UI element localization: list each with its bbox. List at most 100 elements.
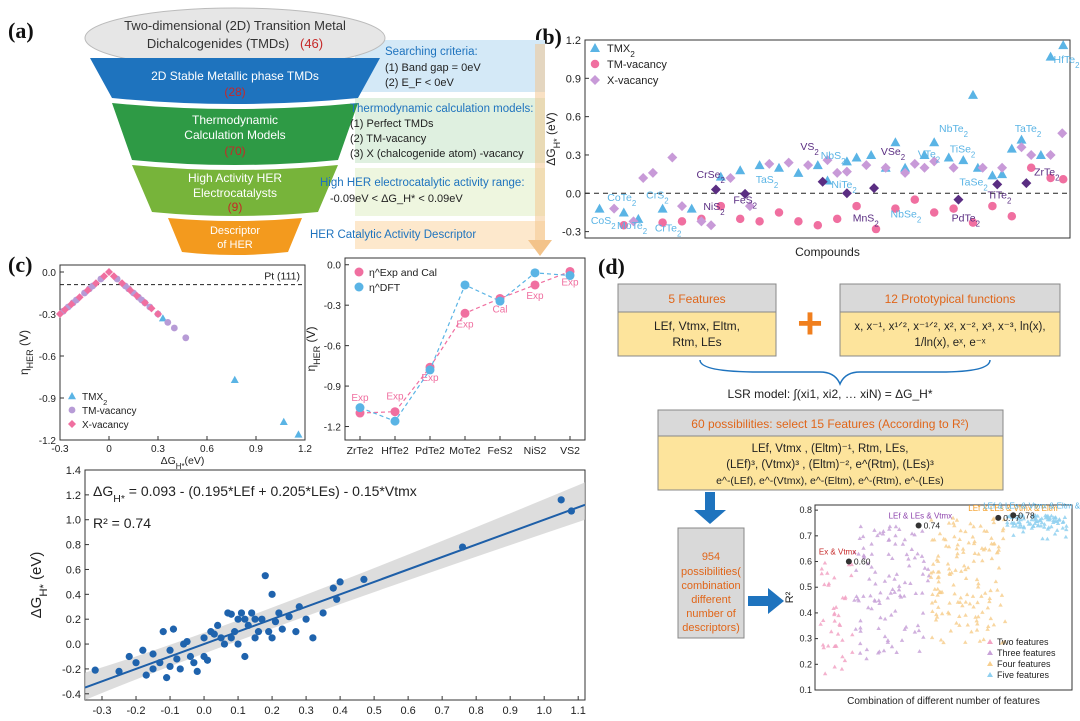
chart-d-point-2 <box>996 547 1001 552</box>
chart-d-point-2 <box>988 616 994 621</box>
chart-d-point-2 <box>957 614 962 618</box>
chart-d-point-1 <box>887 524 893 529</box>
chart-d-point-2 <box>928 575 934 579</box>
chart-b-point-x-vacancy <box>1057 128 1068 139</box>
chart-d-best-label: LEf & LEs & Vtmx & Eltm <box>968 504 1058 513</box>
plus-sign: + <box>797 299 823 348</box>
chart-b-point-tm-vacancy <box>774 208 784 217</box>
chart-d-point-1 <box>926 573 932 578</box>
chart-d-point-1 <box>885 638 891 642</box>
chart-d-point-2 <box>952 534 957 539</box>
chart-c3-point <box>193 667 201 676</box>
chart-c3: -0.3 -0.2 -0.1 0.0 0.1 0.2 0.3 0.4 0.5 0.6 0.7 0.8 0… <box>28 465 586 717</box>
chart-c3-point <box>217 634 225 642</box>
chart-c2-legend-marker <box>354 282 364 292</box>
chart-d-point-0 <box>842 658 848 663</box>
chart-d-point-2 <box>976 581 981 586</box>
chart-b-point-tm-vacancy <box>813 220 823 230</box>
box-954 <box>677 527 745 639</box>
chart-b-point-x-vacancy <box>1026 149 1037 160</box>
chart-d-point-2 <box>987 596 992 600</box>
chart-c2-xtick-label: MoTe2 <box>449 445 481 457</box>
chart-c3-point <box>203 656 212 664</box>
chart-c3-point <box>251 634 259 642</box>
chart-d-best-point <box>1010 512 1017 519</box>
chart-d-point-2 <box>976 551 981 556</box>
chart-d-point-2 <box>965 622 970 627</box>
chart-b-point-tmx2 <box>793 167 804 177</box>
chart-c3-point <box>142 671 150 679</box>
chart-b-point-tmx2 <box>841 156 852 166</box>
chart-c1-legend-label: X-vacancy <box>82 420 129 431</box>
side-arrow-head <box>528 240 552 256</box>
chart-d-point-2 <box>935 569 941 574</box>
chart-c3-point <box>254 628 263 636</box>
chart-b-point-tmx2 <box>851 152 862 162</box>
chart-d-point-0 <box>819 566 824 571</box>
chart-c2-ytick-label: -0.3 <box>324 301 342 312</box>
chart-d-point-0 <box>826 582 831 587</box>
chart-d-point-1 <box>890 587 895 591</box>
chart-b-compound-label: NiTe2 <box>831 179 856 195</box>
chart-d-point-3 <box>1015 515 1020 519</box>
chart-d-point-1 <box>899 638 905 642</box>
chart-d-point-1 <box>919 554 925 558</box>
chart-b-point-x-vacancy <box>706 220 717 231</box>
funnel-2-line-1: 2D Stable Metallic phase TMDs <box>151 69 319 83</box>
chart-c3-ytick-label: 0.8 <box>66 540 81 552</box>
chart-c1-xtick-label: -0.3 <box>51 444 69 455</box>
chart-d-point-3 <box>1011 533 1016 537</box>
chart-d-point-3 <box>1019 524 1024 529</box>
chart-d-point-2 <box>947 571 952 576</box>
chart-c1-xtick-label: 0.3 <box>151 444 165 455</box>
chart-b-point-tmx2 <box>987 170 998 180</box>
box-954-line-3: combination <box>681 580 740 592</box>
chart-b-point-tmx2 <box>968 89 978 99</box>
chart-c3-point <box>214 621 222 630</box>
chart-c3-point <box>220 640 229 648</box>
chart-c3-point <box>241 615 249 623</box>
chart-d-point-2 <box>961 563 967 568</box>
funnel-2-count: (28) <box>224 85 245 99</box>
chart-d-point-2 <box>963 640 968 644</box>
chart-d-point-2 <box>983 546 988 551</box>
chart-c2: ZrTe2 HfTe2 PdTe2 MoTe2 FeS2 NiS2 VS2 0.0 -0.3 -0… <box>304 257 586 457</box>
chart-d-point-2 <box>991 520 997 525</box>
select-body-3: e^-(LEf), e^-(Vtmx), e^-(Eltm), e^-(Rtm)… <box>716 475 944 487</box>
chart-b-legend-label: TM-vacancy <box>607 59 667 71</box>
chart-c3-ytick-label: 0.2 <box>66 614 81 626</box>
chart-b-point-x-vacancy <box>638 172 649 183</box>
chart-d-point-1 <box>872 598 878 603</box>
chart-c1-ytick-label: -0.9 <box>39 394 57 405</box>
chart-c2-point-label: Cal <box>492 304 507 315</box>
chart-d-ytick-label: 0.4 <box>799 608 812 618</box>
chart-c2-point <box>460 280 470 290</box>
chart-c1-point-x-vacancy <box>140 298 149 307</box>
chart-b-point-tmx2 <box>774 162 784 172</box>
features-body-2: Rtm, LEs <box>672 335 721 349</box>
funnel-5-line-1: Descriptor <box>210 225 260 237</box>
chart-b-point-tm-vacancy <box>1026 163 1036 172</box>
chart-b-ytick-label: 0.0 <box>566 188 581 200</box>
chart-b-compound-label: NiS2 <box>703 201 724 217</box>
models-item-2: (2) TM-vacancy <box>350 133 427 145</box>
chart-d-point-1 <box>886 552 891 556</box>
chart-b-compound-label: PdTe2 <box>952 212 980 228</box>
chart-c3-point <box>183 637 191 646</box>
chart-b-point-tmx2 <box>618 207 629 217</box>
side-box-models <box>355 98 545 163</box>
chart-d-point-1 <box>912 629 918 634</box>
chart-d-point-3 <box>1042 522 1047 526</box>
chart-d-point-0 <box>842 596 848 601</box>
chart-d-point-3 <box>1015 520 1021 525</box>
chart-d-point-1 <box>894 650 899 654</box>
chart-c1-point-x-vacancy <box>83 286 92 295</box>
chart-d-point-0 <box>833 643 838 648</box>
chart-b-ytick-label: 0.6 <box>566 112 581 124</box>
chart-b-ytick-label: 1.2 <box>566 35 581 47</box>
chart-b-point-x-vacancy <box>948 162 959 173</box>
chart-c3-point <box>132 659 140 667</box>
chart-c3-point <box>156 659 164 667</box>
chart-d-point-2 <box>982 590 988 595</box>
chart-d-point-1 <box>886 573 892 578</box>
